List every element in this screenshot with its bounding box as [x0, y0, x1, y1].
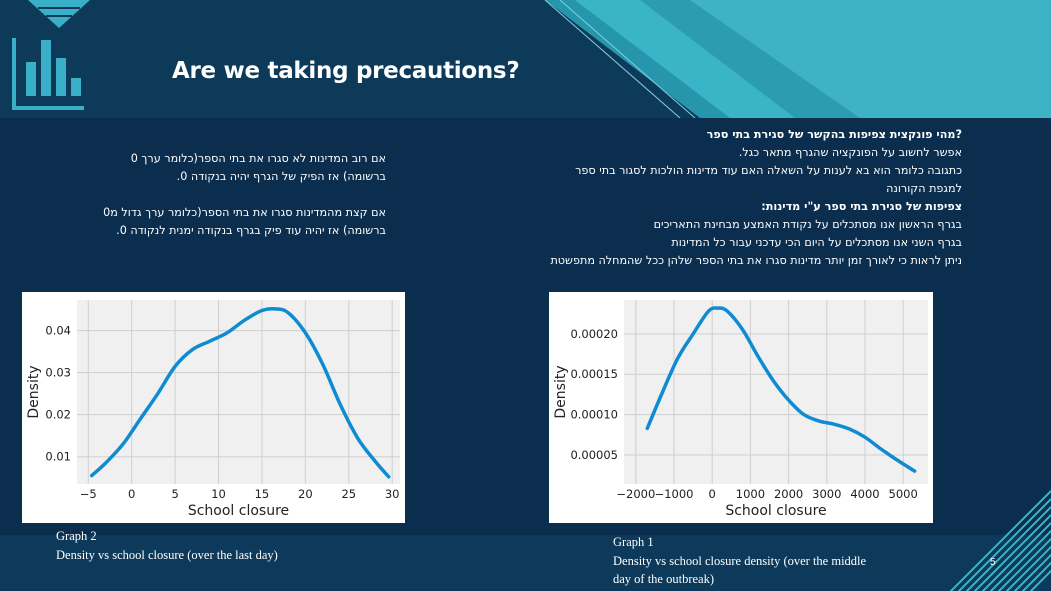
right-text-line: כתגובה כלומר הוא בא לענות על השאלה האם ע… [575, 164, 962, 177]
y-tick-label: 0.01 [45, 450, 71, 464]
left-text-line: אם קצת מהמדינות סגרו את בתי הספר(כלומר ע… [103, 206, 386, 219]
density-curve [90, 306, 391, 479]
caption-graph-1-desc-1: Density vs school closure density (over … [613, 553, 867, 568]
density-curve [645, 306, 917, 473]
right-text-line: אפשר לחשוב על הפונקציה שהגרף מתאר כגל. [738, 146, 962, 159]
x-axis-label: School closure [188, 503, 289, 519]
chart-panel-graph-1: −2000 −1000 0 1000 2000 3000 4000 5000 0.00005 0.… [549, 292, 933, 523]
left-text-line: ברשומה) אז הפיק של הגרף יהיה בנקודה 0. [176, 170, 386, 183]
explanation-text-right: ?מהי פונקצית צפיפות בהקשר של סגירת בתי ס… [430, 126, 962, 270]
caption-graph-2: Graph 2 Density vs school closure (over … [56, 527, 278, 564]
right-text-line: ניתן לראות כי לאורך זמן יותר מדינות סגרו… [550, 254, 962, 267]
bar-chart-logo-icon [12, 38, 84, 110]
x-tick-label: −1000 [655, 487, 694, 501]
x-tick-label: −5 [80, 487, 97, 501]
caption-graph-1-title: Graph 1 [613, 535, 654, 549]
x-tick-label: 3000 [812, 487, 841, 501]
y-tick-label: 0.03 [45, 366, 71, 380]
y-tick-label: 0.00020 [570, 327, 618, 341]
left-text-line: ברשומה) אז יהיה עוד פיק בגרף בנקודה ימני… [116, 224, 386, 237]
x-tick-label: 5 [171, 487, 178, 501]
y-axis-label: Density [553, 365, 569, 418]
density-chart-graph-2: −5 0 5 10 15 20 25 30 0.01 0.02 0.03 0.04 School clo… [26, 300, 400, 519]
explanation-text-left: אם רוב המדינות לא סגרו את בתי הספר(כלומר… [30, 150, 386, 240]
caption-graph-2-title: Graph 2 [56, 529, 97, 543]
slide-header: Are we taking precautions? [0, 0, 1051, 118]
caption-graph-1: Graph 1 Density vs school closure densit… [613, 533, 866, 589]
density-chart-graph-1: −2000 −1000 0 1000 2000 3000 4000 5000 0.00005 0.… [553, 300, 928, 519]
x-axis-label: School closure [725, 503, 826, 519]
bottom-band [0, 535, 1051, 591]
x-tick-label: 25 [341, 487, 356, 501]
x-tick-label: 30 [385, 487, 400, 501]
y-tick-label: 0.04 [45, 324, 71, 338]
x-tick-label: 0 [128, 487, 135, 501]
page-title: Are we taking precautions? [172, 58, 520, 84]
y-tick-label: 0.00010 [570, 408, 618, 422]
caption-graph-1-desc-2: day of the outbreak) [613, 572, 715, 586]
caption-graph-2-desc: Density vs school closure (over the last… [56, 547, 278, 562]
x-tick-label: 10 [211, 487, 226, 501]
plot-area [624, 300, 928, 484]
slide-number: 5 [990, 557, 996, 568]
right-text-line: בגרף הראשון אנו מסתכלים על נקודת האמצע מ… [653, 218, 962, 231]
y-tick-label: 0.02 [45, 408, 71, 422]
x-tick-label: 5000 [889, 487, 918, 501]
x-tick-label: 4000 [850, 487, 879, 501]
x-tick-label: 1000 [736, 487, 765, 501]
x-tick-label: 2000 [774, 487, 803, 501]
left-text-line [30, 186, 386, 204]
y-tick-label: 0.00005 [570, 448, 618, 462]
right-text-line: ?מהי פונקצית צפיפות בהקשר של סגירת בתי ס… [706, 128, 962, 141]
right-text-line: למגפת הקורונה [886, 182, 962, 195]
x-tick-label: 20 [298, 487, 313, 501]
y-tick-label: 0.00015 [570, 367, 618, 381]
left-text-line: אם רוב המדינות לא סגרו את בתי הספר(כלומר… [130, 152, 386, 165]
y-axis-label: Density [26, 365, 42, 418]
chart-panel-graph-2: −5 0 5 10 15 20 25 30 0.01 0.02 0.03 0.04 School clo… [22, 292, 405, 523]
corner-stripes-decoration [931, 481, 1051, 591]
right-text-line: בגרף השני אנו מסתכלים על היום הכי עדכני … [671, 236, 962, 249]
header-decoration [0, 0, 1051, 118]
x-tick-label: −2000 [616, 487, 655, 501]
right-text-line: צפיפות של סגירת בתי ספר ע"י מדינות: [761, 200, 962, 213]
x-tick-label: 15 [255, 487, 270, 501]
x-tick-label: 0 [709, 487, 716, 501]
